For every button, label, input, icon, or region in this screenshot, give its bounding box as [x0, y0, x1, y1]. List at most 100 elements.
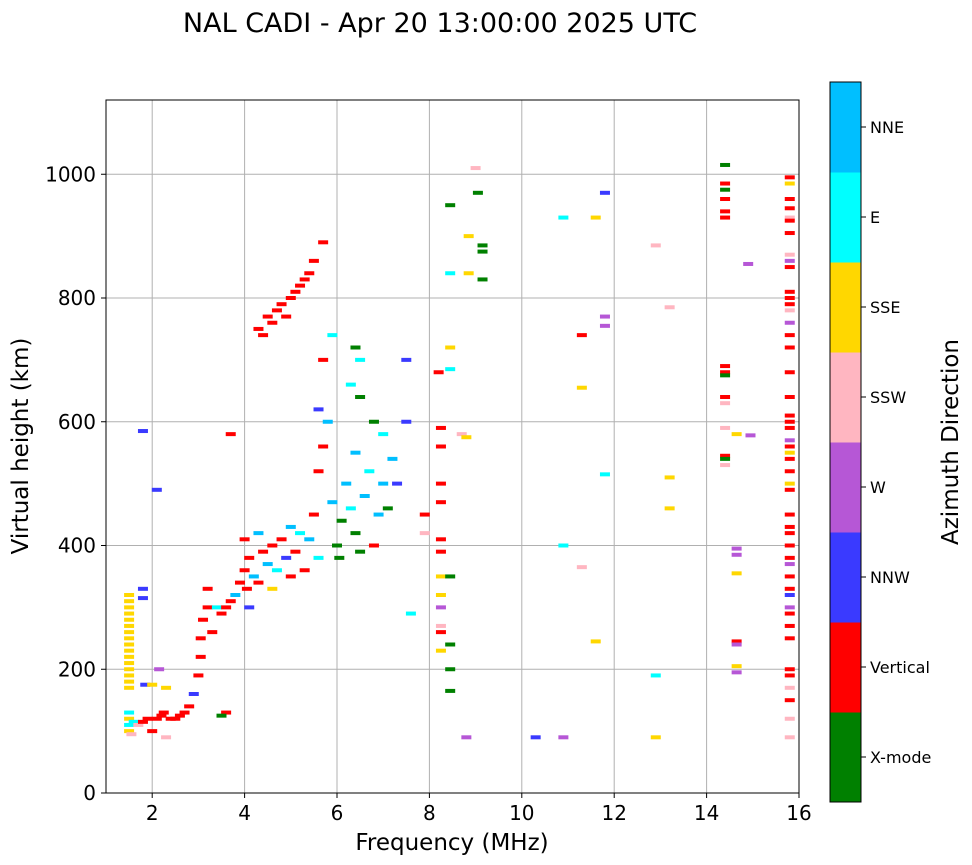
data-point: [784, 265, 795, 270]
data-point: [576, 385, 587, 390]
data-point: [267, 320, 278, 325]
data-point: [124, 673, 135, 678]
data-point: [470, 166, 481, 171]
data-point: [355, 395, 366, 399]
data-point: [332, 543, 342, 548]
data-point: [124, 605, 135, 610]
data-point: [334, 555, 345, 560]
data-point: [650, 673, 661, 678]
data-point: [248, 574, 259, 579]
data-point: [341, 481, 352, 486]
data-point: [161, 685, 172, 690]
colorbar-frame: [829, 81, 862, 803]
data-point: [355, 549, 366, 554]
data-point: [225, 432, 236, 437]
data-point: [184, 704, 195, 709]
data-point: [195, 636, 206, 641]
data-point: [137, 586, 148, 591]
data-point: [435, 500, 446, 505]
data-point: [364, 469, 375, 474]
data-point: [299, 277, 310, 282]
data-point: [318, 240, 329, 245]
data-point: [368, 543, 379, 548]
data-point: [258, 333, 269, 338]
data-point: [664, 506, 675, 511]
data-point: [435, 549, 446, 554]
data-point: [267, 586, 278, 591]
data-point: [124, 722, 135, 727]
data-point: [244, 555, 255, 560]
data-point: [151, 487, 162, 492]
data-point: [124, 648, 135, 653]
data-point: [124, 661, 135, 666]
data-point: [784, 175, 795, 180]
y-tick-label: 400: [58, 534, 96, 558]
data-point: [784, 308, 795, 313]
data-point: [784, 419, 795, 424]
data-point: [405, 611, 416, 616]
data-point: [147, 729, 158, 734]
data-point: [433, 370, 444, 375]
data-point: [216, 713, 227, 718]
data-point: [784, 181, 795, 186]
data-point: [253, 580, 264, 585]
colorbar-tick-label: SSE: [870, 298, 900, 317]
data-point: [285, 524, 296, 529]
data-point: [784, 289, 795, 294]
data-point: [720, 187, 731, 192]
data-point: [124, 654, 135, 659]
data-point: [140, 682, 151, 687]
colorbar-tick-label: X-mode: [870, 748, 931, 767]
x-tick-label: 10: [509, 801, 534, 825]
data-point: [445, 574, 456, 579]
plot-frame: [105, 99, 800, 794]
y-tick-label: 600: [58, 410, 96, 434]
data-point: [784, 512, 795, 517]
data-point: [784, 555, 795, 560]
data-point: [373, 512, 384, 517]
data-point: [784, 562, 795, 567]
colorbar-tick-label: E: [870, 208, 880, 227]
data-point: [599, 190, 610, 195]
data-point: [234, 580, 245, 585]
data-point: [239, 537, 250, 542]
data-point: [133, 722, 144, 727]
x-tick-label: 4: [238, 801, 251, 825]
colorbar-segment: [830, 622, 861, 713]
data-point: [784, 320, 795, 325]
data-point: [276, 302, 287, 307]
data-point: [435, 574, 446, 579]
data-point: [216, 611, 227, 616]
data-point: [784, 673, 795, 678]
y-axis-ticks: 0 200 400 600 800 1000: [45, 162, 106, 805]
x-tick-label: 16: [786, 801, 811, 825]
data-point: [345, 506, 356, 511]
data-point: [221, 605, 232, 610]
data-point: [124, 710, 135, 715]
data-point: [419, 531, 430, 536]
data-point: [392, 481, 403, 486]
data-point: [784, 605, 795, 610]
colorbar-segment: [830, 262, 861, 353]
data-point: [784, 487, 795, 492]
data-point: [731, 546, 742, 551]
data-point: [731, 571, 742, 576]
data-point: [745, 433, 756, 438]
data-point: [720, 401, 731, 406]
data-point: [784, 444, 795, 449]
data-point: [590, 215, 601, 220]
data-point: [784, 425, 795, 430]
data-point: [244, 605, 255, 610]
data-point: [461, 735, 472, 740]
data-point: [435, 444, 446, 449]
data-point: [435, 630, 446, 635]
data-point: [784, 543, 795, 548]
data-point: [650, 243, 661, 248]
colorbar-tick-label: NNW: [870, 568, 910, 587]
data-point: [401, 357, 412, 362]
data-point: [359, 494, 370, 498]
data-point: [720, 373, 731, 378]
data-point: [784, 215, 795, 220]
data-point: [720, 162, 731, 167]
data-point: [784, 296, 795, 300]
